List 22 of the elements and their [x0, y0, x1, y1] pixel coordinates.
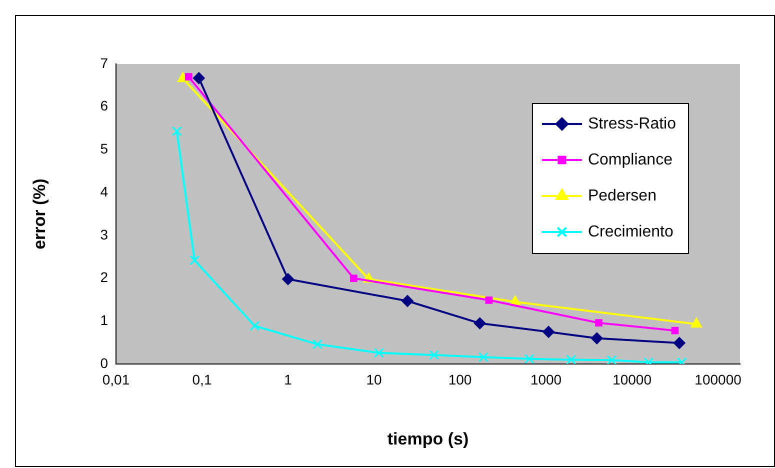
- x-tick-label: 100: [448, 371, 472, 388]
- y-tick-label: 3: [100, 226, 108, 242]
- legend-label: Pedersen: [588, 187, 656, 204]
- y-tick-label: 1: [100, 312, 108, 328]
- y-tick-label: 6: [100, 98, 108, 114]
- x-tick-label: 10000: [612, 371, 652, 388]
- legend-label: Stress-Ratio: [588, 115, 676, 132]
- x-tick-label: 1000: [530, 371, 562, 388]
- x-tick-label: 0,01: [102, 371, 130, 388]
- x-axis-title: tiempo (s): [387, 429, 469, 448]
- y-tick-label: 7: [100, 54, 108, 71]
- x-tick-label: 1: [284, 371, 292, 388]
- y-axis-title: error (%): [30, 178, 49, 250]
- y-tick-label: 2: [100, 269, 108, 286]
- legend-label: Crecimiento: [588, 223, 674, 240]
- x-tick-label: 100000: [694, 371, 742, 388]
- x-tick-label: 0,1: [192, 371, 212, 388]
- x-tick-label: 10: [366, 371, 382, 388]
- y-tick-label: 0: [100, 354, 108, 371]
- legend-label: Compliance: [588, 151, 673, 168]
- y-tick-label: 5: [100, 140, 108, 157]
- y-tick-label: 4: [100, 183, 108, 200]
